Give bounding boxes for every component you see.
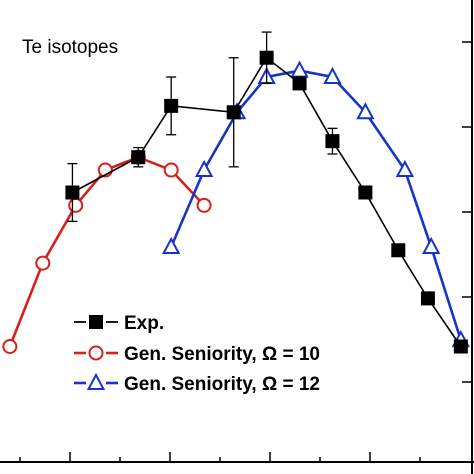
legend-label: Exp. [124, 313, 164, 334]
legend-label: Gen. Seniority, Ω = 12 [124, 374, 320, 395]
plot-area [2, 31, 471, 354]
series-2 [161, 60, 471, 348]
legend-marker [88, 345, 104, 361]
data-point [65, 185, 80, 200]
data-point [35, 255, 51, 271]
data-point [226, 105, 241, 120]
series-line [72, 56, 462, 347]
data-point [391, 243, 406, 258]
data-point [194, 159, 214, 178]
axis-ticks [19, 41, 472, 462]
legend-label: Gen. Seniority, Ω = 10 [124, 344, 320, 365]
data-point [131, 150, 146, 165]
data-point [2, 339, 18, 354]
legend: Exp. Gen. Seniority, Ω = 10 Gen. Seniority… [74, 313, 320, 395]
data-point [356, 102, 375, 120]
chart-annotation: Te isotopes [22, 37, 118, 58]
data-point [196, 197, 212, 213]
data-point [292, 76, 307, 91]
data-point [164, 98, 179, 113]
data-point [161, 236, 181, 255]
series-0 [65, 31, 468, 354]
data-point [453, 339, 468, 354]
legend-marker [86, 372, 106, 390]
data-point [325, 134, 340, 149]
data-point [290, 60, 309, 78]
series-line [169, 69, 463, 341]
data-point [395, 159, 415, 178]
data-point [163, 162, 179, 178]
data-point [259, 50, 274, 65]
data-point [323, 66, 342, 84]
legend-marker [89, 315, 103, 329]
data-point [68, 197, 84, 213]
data-point [358, 185, 373, 200]
data-point [420, 291, 435, 306]
data-point [422, 236, 441, 255]
